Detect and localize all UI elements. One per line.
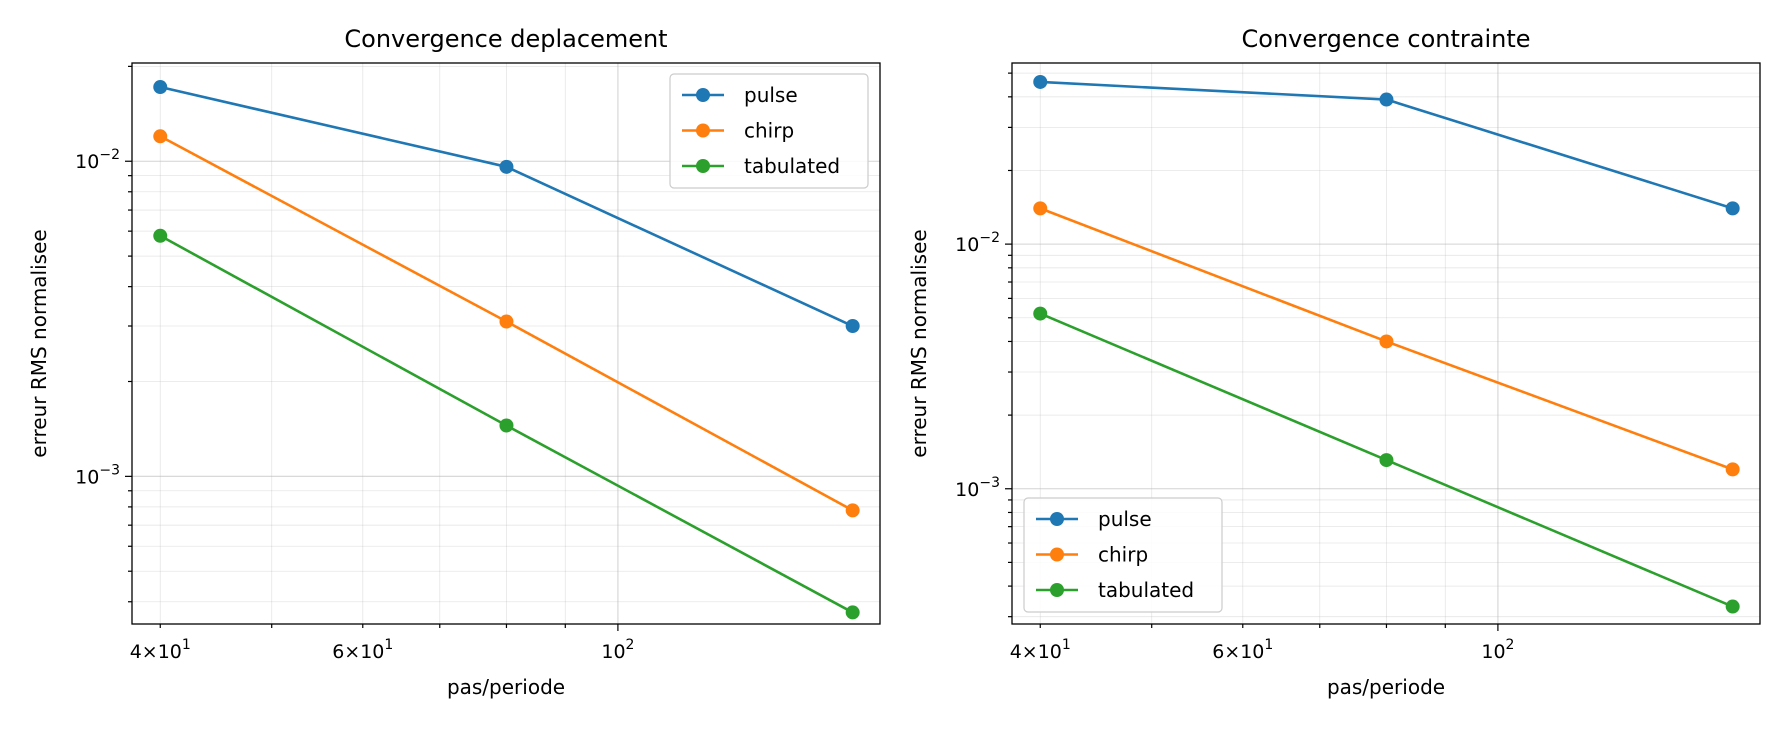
x-axis-label: pas/periode [1327,675,1445,699]
y-tick-label: 10−2 [75,147,120,173]
point-tabulated [1379,453,1394,468]
legend-marker-tabulated [696,159,710,173]
point-pulse [1033,74,1048,89]
point-chirp [845,503,860,518]
point-pulse [845,319,860,334]
series-group [153,80,860,620]
legend-marker-tabulated [1050,583,1064,597]
x-tick-label: 6×101 [1212,637,1273,663]
x-tick-label: 102 [1481,637,1514,663]
legend-marker-pulse [696,88,710,102]
legend-label-pulse: pulse [1098,507,1152,531]
point-pulse [1379,92,1394,107]
x-tick-label: 4×101 [130,637,191,663]
point-tabulated [1725,599,1740,614]
legend: pulse chirp tabulated [1023,497,1223,613]
legend-marker-pulse [1050,512,1064,526]
x-tick-label: 6×101 [332,637,393,663]
point-tabulated [1033,306,1048,321]
ticks [1005,72,1499,631]
point-chirp [1725,462,1740,477]
legend-label-tabulated: tabulated [1098,578,1194,602]
legend-label-chirp: chirp [744,119,794,143]
y-axis-label: erreur RMS normalisee [907,229,931,457]
chart-title: Convergence contrainte [1242,25,1531,53]
point-pulse [153,80,168,95]
point-pulse [1725,201,1740,216]
x-tick-label: 4×101 [1010,637,1071,663]
point-chirp [153,129,168,144]
point-tabulated [845,605,860,620]
plot-frame [131,62,881,625]
point-chirp [1033,201,1048,216]
legend-box [669,73,869,189]
chart-title: Convergence deplacement [344,25,667,53]
legend-box [1023,497,1223,613]
panel-displacement: 4×101 6×101 102 10−3 10−2 Convergence deplace… [27,25,881,699]
ticks [125,65,619,631]
y-tick-label: 10−3 [955,475,1000,501]
panel-stress: 4×101 6×101 102 10−3 10−2 Convergence contrai… [907,25,1761,699]
point-chirp [1379,334,1394,349]
y-axis-label: erreur RMS normalisee [27,229,51,457]
point-tabulated [153,228,168,243]
plot-frame [1011,62,1761,625]
point-pulse [499,159,514,174]
legend-label-tabulated: tabulated [744,154,840,178]
legend-label-chirp: chirp [1098,543,1148,567]
point-tabulated [499,418,514,433]
legend: pulse chirp tabulated [669,73,869,189]
legend-marker-chirp [696,123,710,138]
y-tick-label: 10−3 [75,462,120,488]
y-tick-label: 10−2 [955,230,1000,256]
legend-label-pulse: pulse [744,83,798,107]
x-tick-label: 102 [601,637,634,663]
x-axis-label: pas/periode [447,675,565,699]
point-chirp [499,314,514,329]
legend-marker-chirp [1050,547,1064,562]
series-group [1033,74,1740,614]
